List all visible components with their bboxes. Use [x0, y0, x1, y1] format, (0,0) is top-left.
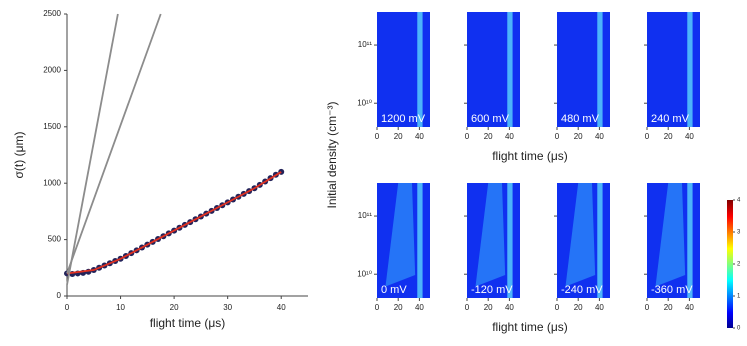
heatmap-plume [385, 183, 416, 287]
x-tick-label: 40 [415, 132, 424, 141]
x-tick-label: 40 [595, 303, 604, 312]
panel-label: 480 mV [561, 113, 600, 125]
x-tick-label: 0 [65, 303, 70, 312]
x-tick-label: 20 [484, 303, 493, 312]
x-tick-label: 0 [375, 303, 380, 312]
heatmap-plume [565, 183, 596, 287]
x-tick-label: 40 [277, 303, 286, 312]
heatmap-plume [475, 183, 506, 287]
y-tick-label: 1000 [43, 178, 61, 187]
x-tick-label: 20 [574, 132, 583, 141]
y-tick-label: 10¹⁰ [357, 269, 372, 278]
panel-label: -360 mV [651, 284, 693, 296]
colorbar-tick-label: 1 [737, 294, 741, 300]
x-tick-label: 0 [375, 132, 380, 141]
y-axis-label: Initial density (cm⁻³) [325, 101, 339, 208]
heatmap-stripe [687, 12, 693, 127]
x-tick-label: 40 [685, 303, 694, 312]
heatmap-stripe [597, 12, 603, 127]
x-tick-label: 10 [116, 303, 125, 312]
y-tick-label: 10¹¹ [358, 40, 373, 49]
y-tick-label: 10¹¹ [358, 211, 373, 220]
x-tick-label: 20 [484, 132, 493, 141]
panel-label: -240 mV [561, 284, 603, 296]
y-tick-label: 2000 [43, 66, 61, 75]
panel-label: 1200 mV [381, 113, 426, 125]
x-tick-label: 40 [685, 132, 694, 141]
x-axis-label: flight time (μs) [492, 149, 568, 163]
colorbar-tick-label: 2 [737, 262, 741, 268]
colorbar-tick-label: 3 [737, 230, 741, 236]
x-tick-label: 20 [170, 303, 179, 312]
x-tick-label: 0 [555, 132, 560, 141]
colorbar-tick-label: 4 [737, 198, 741, 204]
heatmap-stripe [507, 12, 513, 127]
y-axis-label: σ(t) (μm) [12, 132, 26, 179]
panel-label: 600 mV [471, 113, 510, 125]
x-tick-label: 0 [465, 132, 470, 141]
line [66, 13, 119, 285]
y-tick-label: 1500 [43, 122, 61, 131]
x-tick-label: 20 [394, 303, 403, 312]
x-tick-label: 30 [223, 303, 232, 312]
x-tick-label: 0 [645, 132, 650, 141]
panel-label: 240 mV [651, 113, 690, 125]
y-tick-label: 2500 [43, 9, 61, 18]
panel-label: 0 mV [381, 284, 407, 296]
y-tick-label: 10¹⁰ [357, 98, 372, 107]
x-tick-label: 20 [394, 132, 403, 141]
heatmap-stripe [597, 183, 603, 298]
y-tick-label: 500 [48, 235, 62, 244]
line [66, 171, 282, 275]
y-tick-label: 0 [57, 291, 62, 300]
x-tick-label: 0 [465, 303, 470, 312]
colorbar [727, 200, 733, 328]
x-tick-label: 40 [505, 303, 514, 312]
x-tick-label: 20 [664, 132, 673, 141]
heatmap-stripe [687, 183, 693, 298]
colorbar-tick-label: 0 [737, 326, 741, 332]
panel-label: -120 mV [471, 284, 513, 296]
x-axis-label: flight time (μs) [150, 316, 226, 330]
x-tick-label: 0 [645, 303, 650, 312]
heatmap-stripe [507, 183, 513, 298]
x-tick-label: 20 [664, 303, 673, 312]
heatmap-plume [655, 183, 686, 287]
line [66, 13, 162, 274]
x-tick-label: 0 [555, 303, 560, 312]
x-tick-label: 40 [595, 132, 604, 141]
x-tick-label: 40 [415, 303, 424, 312]
heatmap-stripe [417, 183, 423, 298]
x-axis-label: flight time (μs) [492, 320, 568, 334]
heatmap-stripe [417, 12, 423, 127]
x-tick-label: 20 [574, 303, 583, 312]
x-tick-label: 40 [505, 132, 514, 141]
